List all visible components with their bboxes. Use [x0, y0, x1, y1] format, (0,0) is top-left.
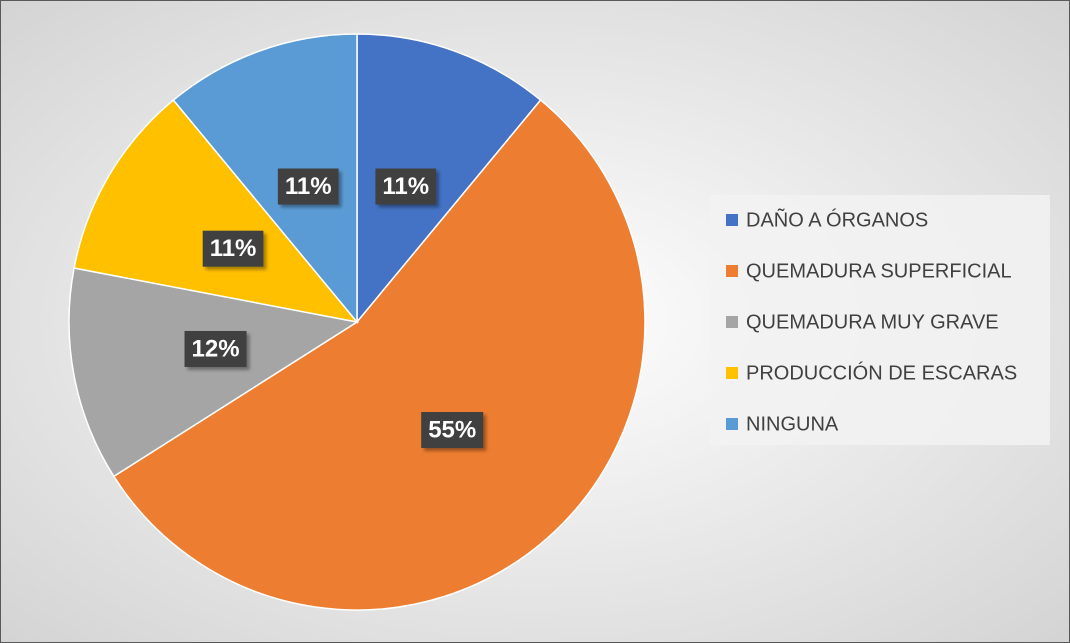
data-label-box: [202, 230, 264, 267]
data-label-text: 11%: [285, 173, 332, 200]
data-label-text: 11%: [382, 173, 429, 200]
data-label-text: 55%: [428, 416, 476, 443]
pie-slice: [172, 33, 358, 325]
legend-swatch: [726, 316, 738, 328]
legend-label: PRODUCCIÓN DE ESCARAS: [746, 361, 1017, 384]
data-label: 55%: [421, 412, 484, 449]
legend-box: [710, 195, 1050, 445]
pie-slice: [68, 267, 360, 478]
data-label-box: [421, 412, 484, 449]
data-label: 11%: [202, 230, 264, 267]
data-label-box: [277, 168, 339, 205]
pie-slice: [73, 99, 359, 324]
legend-swatch: [726, 367, 738, 379]
pie-slice: [112, 99, 646, 611]
data-label-text: 11%: [210, 235, 257, 262]
legend-label: QUEMADURA SUPERFICIAL: [746, 260, 1012, 282]
legend-swatch: [726, 265, 738, 277]
data-label: 11%: [375, 168, 437, 205]
data-label: 11%: [277, 168, 339, 205]
data-label-text: 12%: [192, 335, 240, 362]
pie-slice: [356, 33, 542, 325]
data-label-box: [375, 168, 437, 205]
legend-swatch: [726, 418, 738, 430]
legend-label: QUEMADURA MUY GRAVE: [746, 311, 999, 333]
legend-swatch: [726, 214, 738, 226]
legend-label: NINGUNA: [746, 413, 839, 435]
data-label: 12%: [184, 330, 247, 367]
data-label-box: [184, 330, 247, 367]
legend-label: DAÑO A ÓRGANOS: [746, 207, 928, 231]
